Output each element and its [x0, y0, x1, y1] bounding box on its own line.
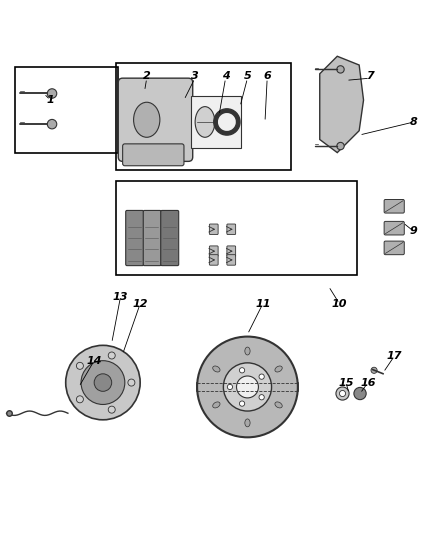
Ellipse shape: [195, 107, 215, 138]
FancyBboxPatch shape: [209, 246, 218, 256]
Ellipse shape: [134, 102, 160, 138]
Circle shape: [339, 391, 346, 397]
Circle shape: [237, 376, 258, 398]
Ellipse shape: [213, 402, 220, 408]
Circle shape: [354, 387, 366, 400]
Ellipse shape: [275, 366, 282, 372]
Circle shape: [108, 406, 115, 413]
Circle shape: [94, 374, 112, 391]
Text: 6: 6: [263, 71, 271, 81]
FancyBboxPatch shape: [123, 144, 184, 166]
FancyBboxPatch shape: [227, 224, 236, 235]
Text: 5: 5: [244, 71, 251, 81]
Circle shape: [108, 352, 115, 359]
Ellipse shape: [245, 419, 250, 427]
Circle shape: [81, 361, 125, 405]
Circle shape: [259, 374, 264, 379]
FancyBboxPatch shape: [118, 78, 193, 161]
Text: 17: 17: [386, 351, 402, 361]
Text: 13: 13: [113, 292, 128, 302]
Text: 3: 3: [191, 71, 199, 81]
Text: 10: 10: [332, 298, 347, 309]
Ellipse shape: [245, 347, 250, 355]
Bar: [15, 67, 118, 152]
Text: 12: 12: [132, 298, 148, 309]
Circle shape: [259, 394, 264, 400]
Circle shape: [240, 368, 245, 373]
Circle shape: [227, 384, 233, 390]
Bar: [116, 181, 357, 275]
FancyBboxPatch shape: [143, 211, 161, 265]
Ellipse shape: [275, 402, 282, 408]
Text: 7: 7: [366, 71, 374, 81]
Text: 4: 4: [222, 71, 230, 81]
Text: 14: 14: [86, 356, 102, 366]
Text: 15: 15: [338, 377, 354, 387]
Circle shape: [223, 363, 272, 411]
FancyBboxPatch shape: [227, 246, 236, 256]
Circle shape: [371, 367, 377, 374]
FancyBboxPatch shape: [161, 211, 179, 265]
Circle shape: [337, 66, 344, 73]
FancyBboxPatch shape: [384, 221, 404, 235]
Circle shape: [240, 401, 245, 406]
Bar: [116, 63, 291, 170]
Bar: [191, 96, 241, 148]
Text: 16: 16: [360, 377, 376, 387]
Circle shape: [128, 379, 135, 386]
FancyBboxPatch shape: [384, 199, 404, 213]
Text: 2: 2: [143, 71, 151, 81]
Circle shape: [197, 336, 298, 437]
Circle shape: [47, 119, 57, 129]
FancyBboxPatch shape: [209, 255, 218, 265]
FancyBboxPatch shape: [384, 241, 404, 255]
Circle shape: [47, 89, 57, 98]
FancyBboxPatch shape: [126, 211, 144, 265]
FancyBboxPatch shape: [209, 224, 218, 235]
Text: 11: 11: [255, 298, 271, 309]
Polygon shape: [320, 56, 364, 152]
Ellipse shape: [213, 366, 220, 372]
Circle shape: [336, 387, 349, 400]
Circle shape: [337, 142, 344, 150]
FancyBboxPatch shape: [227, 255, 236, 265]
Text: 9: 9: [410, 227, 418, 237]
Text: 1: 1: [46, 95, 54, 105]
Circle shape: [66, 345, 140, 420]
Text: 8: 8: [410, 117, 418, 127]
Circle shape: [76, 396, 83, 403]
Circle shape: [76, 362, 83, 369]
